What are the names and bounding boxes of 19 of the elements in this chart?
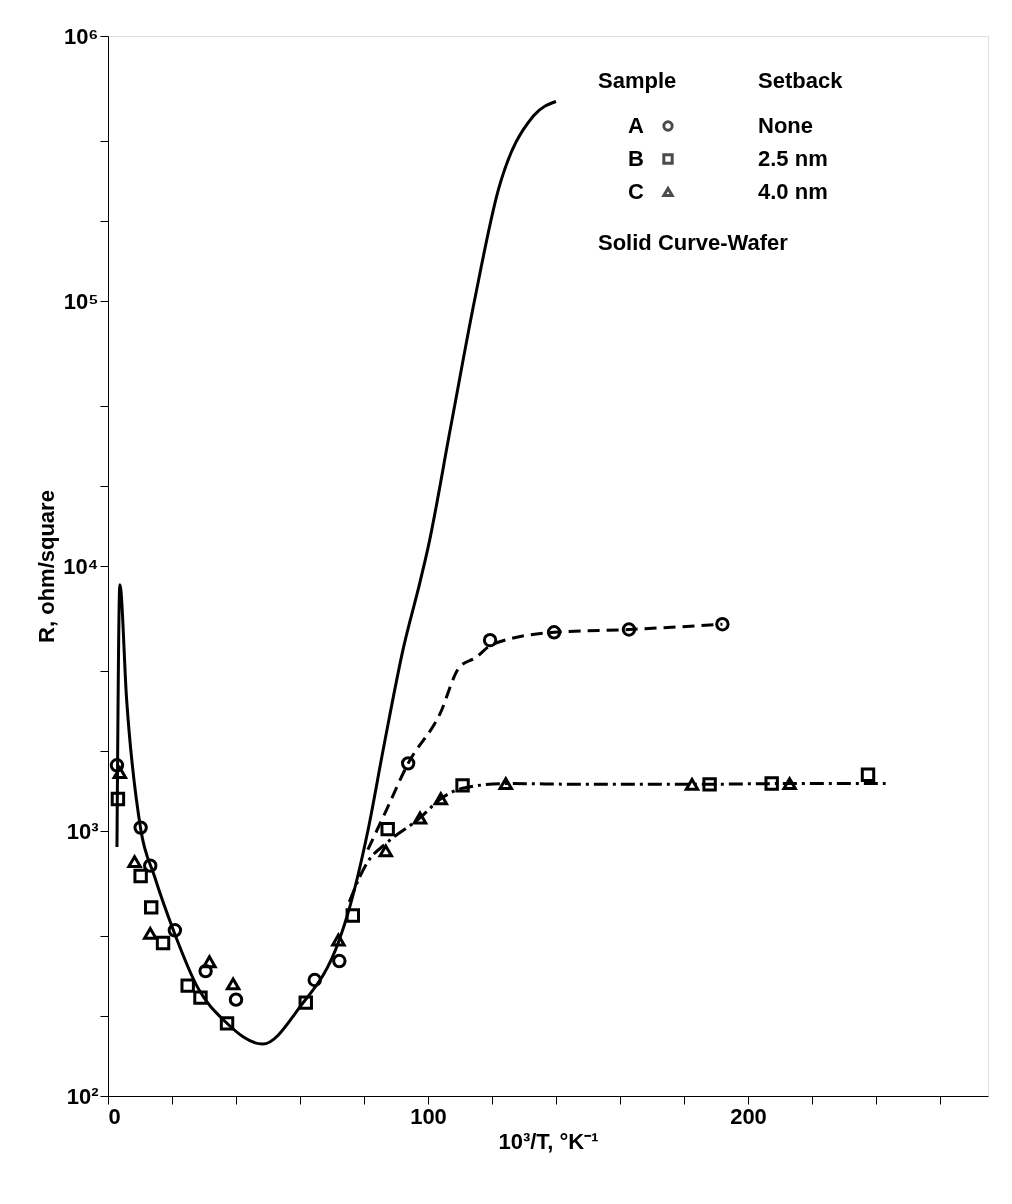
legend-label: B [628, 146, 644, 171]
y-tick-label: 10⁴ [63, 553, 99, 579]
y-tick-label: 10³ [66, 818, 99, 844]
legend-title: Sample [598, 68, 677, 93]
x-tick-label: 0 [108, 1103, 121, 1129]
annotation: Setback [758, 68, 844, 93]
x-axis-title: 10³/T, °K⁻¹ [498, 1128, 599, 1154]
annotation: 2.5 nm [758, 146, 828, 171]
x-tick-label: 100 [410, 1103, 447, 1129]
x-tick-label: 200 [730, 1103, 767, 1129]
annotation: 4.0 nm [758, 179, 828, 204]
y-tick-label: 10² [66, 1083, 99, 1109]
legend-label: C [628, 179, 644, 204]
y-tick-label: 10⁵ [63, 288, 99, 314]
legend-label: A [628, 113, 644, 138]
y-axis-title: R, ohm/square [34, 490, 60, 643]
y-tick-label: 10⁶ [63, 23, 99, 49]
annotation: Solid Curve-Wafer [598, 230, 789, 255]
annotation: None [758, 113, 813, 138]
